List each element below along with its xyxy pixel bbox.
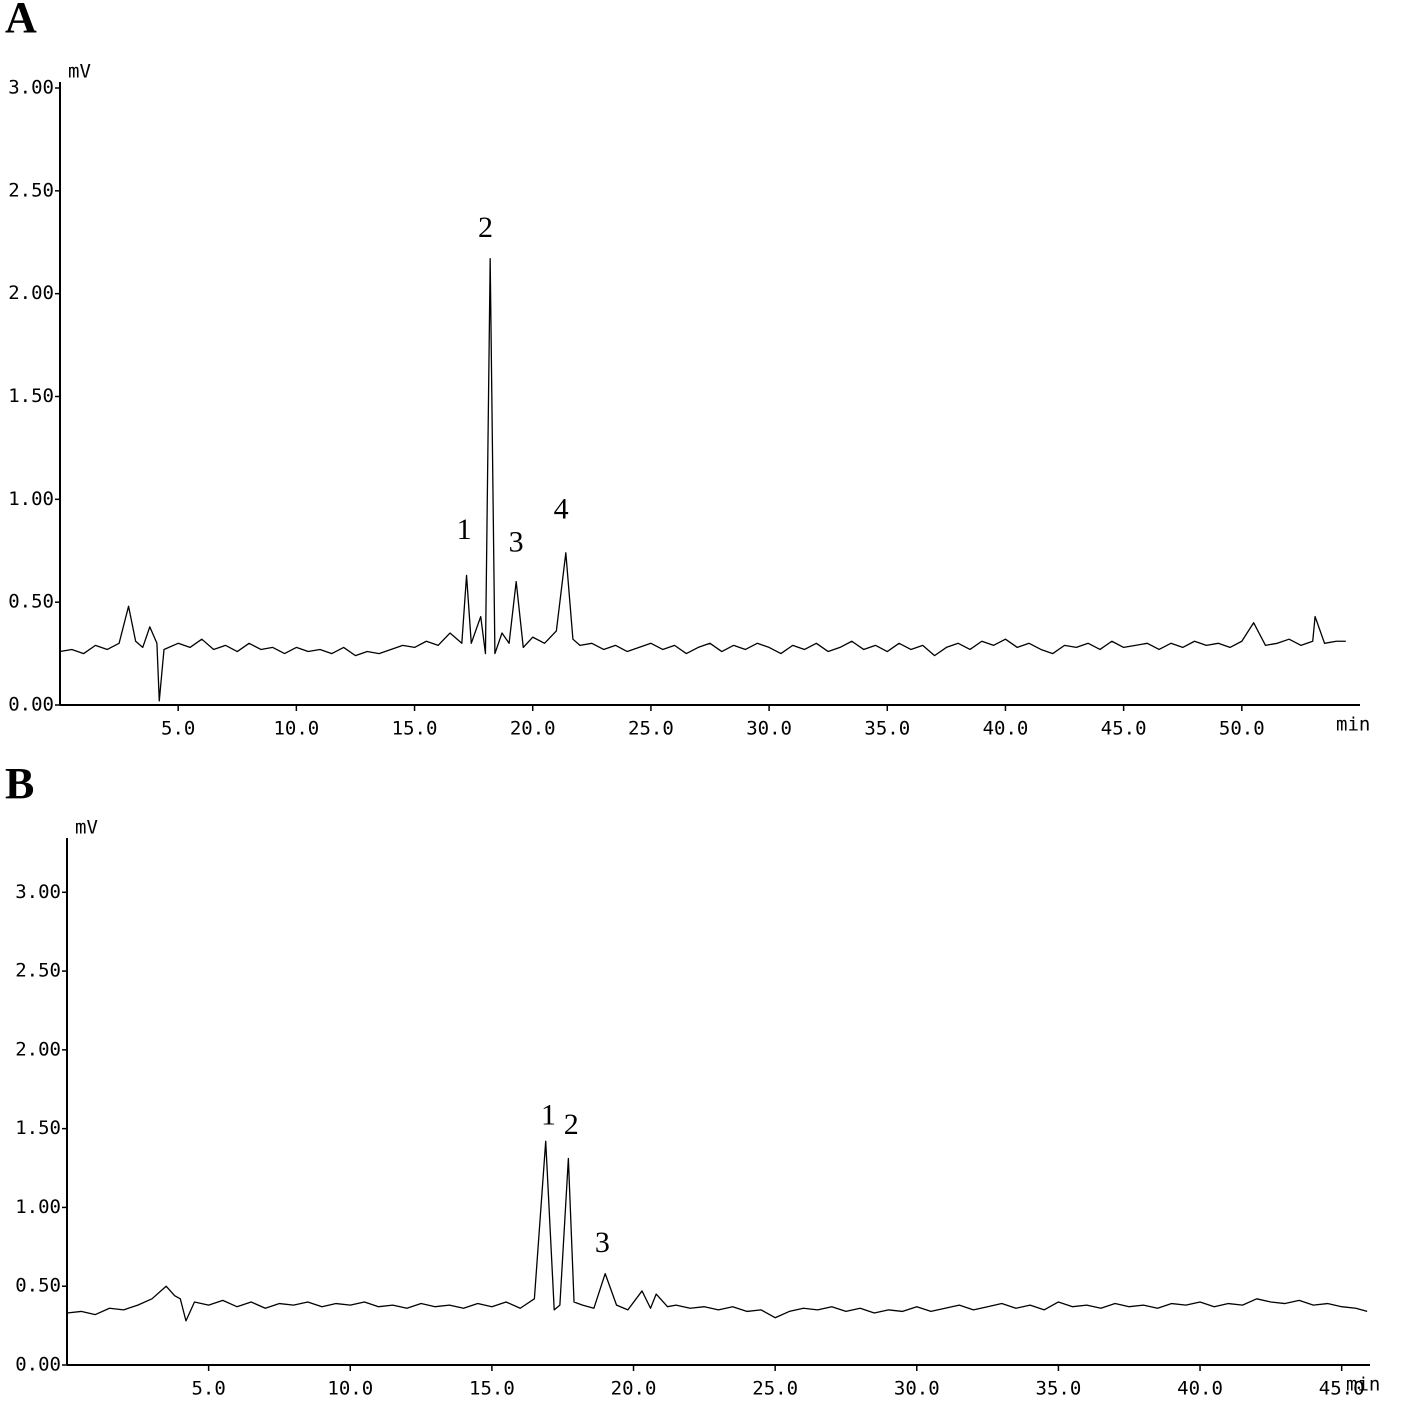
x-tick-label: 25.0 xyxy=(628,718,674,740)
peak-label: 1 xyxy=(457,513,472,546)
x-tick-label: 10.0 xyxy=(273,718,319,740)
x-tick-label: 25.0 xyxy=(752,1378,798,1400)
y-tick-label: 0.00 xyxy=(8,694,54,716)
y-tick-label: 2.00 xyxy=(8,282,54,304)
y-tick-label: 1.00 xyxy=(8,488,54,510)
peak-label: 3 xyxy=(595,1226,610,1259)
x-tick-label: 5.0 xyxy=(191,1378,225,1400)
y-tick-label: 0.00 xyxy=(15,1354,61,1376)
x-tick-label: 40.0 xyxy=(1177,1378,1223,1400)
x-tick-label: 30.0 xyxy=(746,718,792,740)
y-tick-label: 1.50 xyxy=(15,1117,61,1139)
panel-label: B xyxy=(5,759,34,808)
peak-label: 2 xyxy=(564,1108,579,1141)
x-tick-label: 15.0 xyxy=(469,1378,515,1400)
y-tick-label: 3.00 xyxy=(15,881,61,903)
x-tick-label: 10.0 xyxy=(327,1378,373,1400)
y-unit: mV xyxy=(75,817,98,839)
x-tick-label: 35.0 xyxy=(864,718,910,740)
peak-label: 1 xyxy=(541,1098,556,1131)
x-tick-label: 20.0 xyxy=(611,1378,657,1400)
x-tick-label: 30.0 xyxy=(894,1378,940,1400)
y-tick-label: 2.00 xyxy=(15,1038,61,1060)
x-unit: min xyxy=(1346,1374,1380,1396)
x-tick-label: 20.0 xyxy=(510,718,556,740)
y-tick-label: 0.50 xyxy=(15,1275,61,1297)
x-tick-label: 35.0 xyxy=(1036,1378,1082,1400)
x-tick-label: 45.0 xyxy=(1101,718,1147,740)
trace xyxy=(66,1140,1368,1322)
trace xyxy=(59,258,1346,702)
x-unit: min xyxy=(1336,714,1370,736)
x-tick-label: 45.0 xyxy=(1319,1378,1365,1400)
peak-label: 2 xyxy=(478,211,493,244)
y-tick-label: 1.00 xyxy=(15,1196,61,1218)
y-tick-label: 1.50 xyxy=(8,385,54,407)
y-tick-label: 3.00 xyxy=(8,77,54,99)
x-tick-label: 50.0 xyxy=(1219,718,1265,740)
y-tick-label: 2.50 xyxy=(15,960,61,982)
y-tick-label: 0.50 xyxy=(8,591,54,613)
peak-label: 4 xyxy=(554,493,569,526)
peak-label: 3 xyxy=(509,525,524,558)
y-tick-label: 2.50 xyxy=(8,179,54,201)
x-tick-label: 5.0 xyxy=(161,718,195,740)
x-tick-label: 40.0 xyxy=(983,718,1029,740)
panel-label: A xyxy=(5,0,37,42)
y-unit: mV xyxy=(68,61,91,83)
x-tick-label: 15.0 xyxy=(392,718,438,740)
